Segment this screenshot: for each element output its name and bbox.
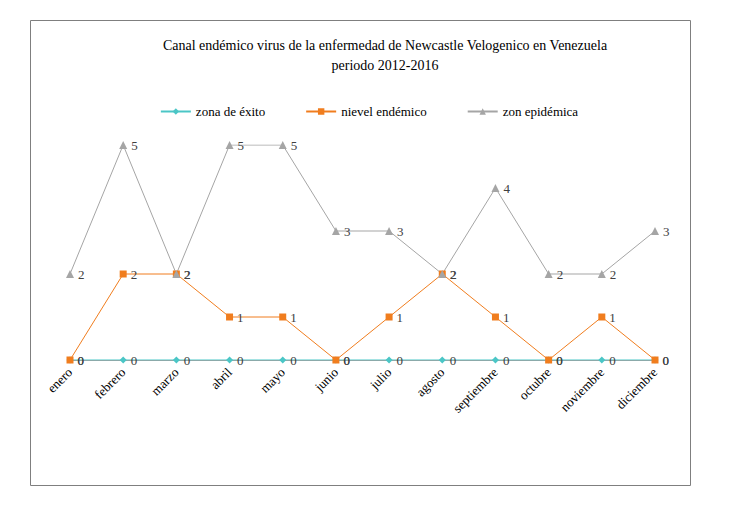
svg-text:2: 2 xyxy=(557,267,564,282)
svg-text:0: 0 xyxy=(237,353,244,368)
svg-text:periodo 2012-2016: periodo 2012-2016 xyxy=(332,58,439,73)
svg-text:abril: abril xyxy=(207,364,235,392)
svg-text:octubre: octubre xyxy=(516,365,554,403)
svg-text:2: 2 xyxy=(450,267,457,282)
svg-text:junio: junio xyxy=(311,365,341,395)
svg-text:0: 0 xyxy=(78,353,85,368)
svg-text:agosto: agosto xyxy=(413,365,448,400)
svg-text:enero: enero xyxy=(44,365,75,396)
svg-text:0: 0 xyxy=(78,353,85,368)
svg-text:septiembre: septiembre xyxy=(450,365,501,416)
svg-text:zona de éxito: zona de éxito xyxy=(196,104,265,119)
svg-text:1: 1 xyxy=(503,310,510,325)
svg-text:0: 0 xyxy=(450,353,457,368)
svg-text:1: 1 xyxy=(397,310,404,325)
svg-text:0: 0 xyxy=(503,353,510,368)
svg-text:2: 2 xyxy=(450,267,457,282)
svg-text:0: 0 xyxy=(556,353,563,368)
svg-text:0: 0 xyxy=(609,353,616,368)
svg-text:0: 0 xyxy=(131,353,138,368)
svg-text:noviembre: noviembre xyxy=(557,365,607,415)
svg-text:5: 5 xyxy=(291,138,298,153)
svg-text:3: 3 xyxy=(397,224,404,239)
svg-text:2: 2 xyxy=(184,267,191,282)
svg-text:diciembre: diciembre xyxy=(613,365,660,412)
svg-text:0: 0 xyxy=(290,353,297,368)
svg-text:0: 0 xyxy=(663,353,670,368)
svg-text:2: 2 xyxy=(78,267,85,282)
svg-text:febrero: febrero xyxy=(91,365,128,402)
svg-text:5: 5 xyxy=(131,138,138,153)
svg-text:2: 2 xyxy=(184,267,191,282)
svg-text:0: 0 xyxy=(397,353,404,368)
svg-text:1: 1 xyxy=(237,310,244,325)
svg-text:0: 0 xyxy=(343,353,350,368)
svg-text:4: 4 xyxy=(503,181,510,196)
svg-text:nievel endémico: nievel endémico xyxy=(341,104,427,119)
svg-text:zon epidémica: zon epidémica xyxy=(503,104,579,119)
svg-text:0: 0 xyxy=(343,353,350,368)
svg-text:2: 2 xyxy=(131,267,138,282)
svg-text:0: 0 xyxy=(663,353,670,368)
svg-text:0: 0 xyxy=(556,353,563,368)
svg-text:3: 3 xyxy=(344,224,351,239)
svg-text:julio: julio xyxy=(366,365,394,393)
svg-text:1: 1 xyxy=(290,310,297,325)
svg-text:5: 5 xyxy=(238,138,245,153)
svg-text:2: 2 xyxy=(610,267,617,282)
svg-text:1: 1 xyxy=(609,310,616,325)
svg-text:mayo: mayo xyxy=(257,365,288,396)
svg-text:Canal endémico virus de la enf: Canal endémico virus de la enfermedad de… xyxy=(163,38,608,53)
svg-text:marzo: marzo xyxy=(148,365,182,399)
svg-text:3: 3 xyxy=(663,224,670,239)
svg-text:0: 0 xyxy=(184,353,191,368)
